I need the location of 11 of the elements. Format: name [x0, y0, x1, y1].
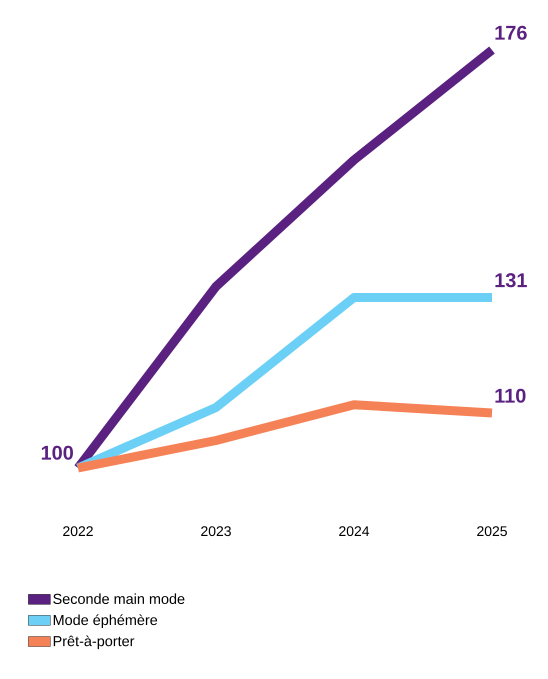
- x-tick-label: 2024: [339, 526, 370, 536]
- legend-label: Mode éphémère: [54, 614, 158, 628]
- data-label: 100: [42, 446, 73, 460]
- data-label: 110: [495, 388, 526, 403]
- x-tick-label: 2023: [201, 526, 231, 536]
- x-tick-label: 2025: [477, 526, 507, 536]
- legend-label: Prêt-à-porter: [54, 635, 134, 650]
- data-label: 131: [495, 273, 527, 288]
- x-tick-label: 2022: [63, 526, 93, 536]
- legend-label: Seconde main mode: [53, 593, 184, 604]
- data-label: 176: [495, 26, 527, 40]
